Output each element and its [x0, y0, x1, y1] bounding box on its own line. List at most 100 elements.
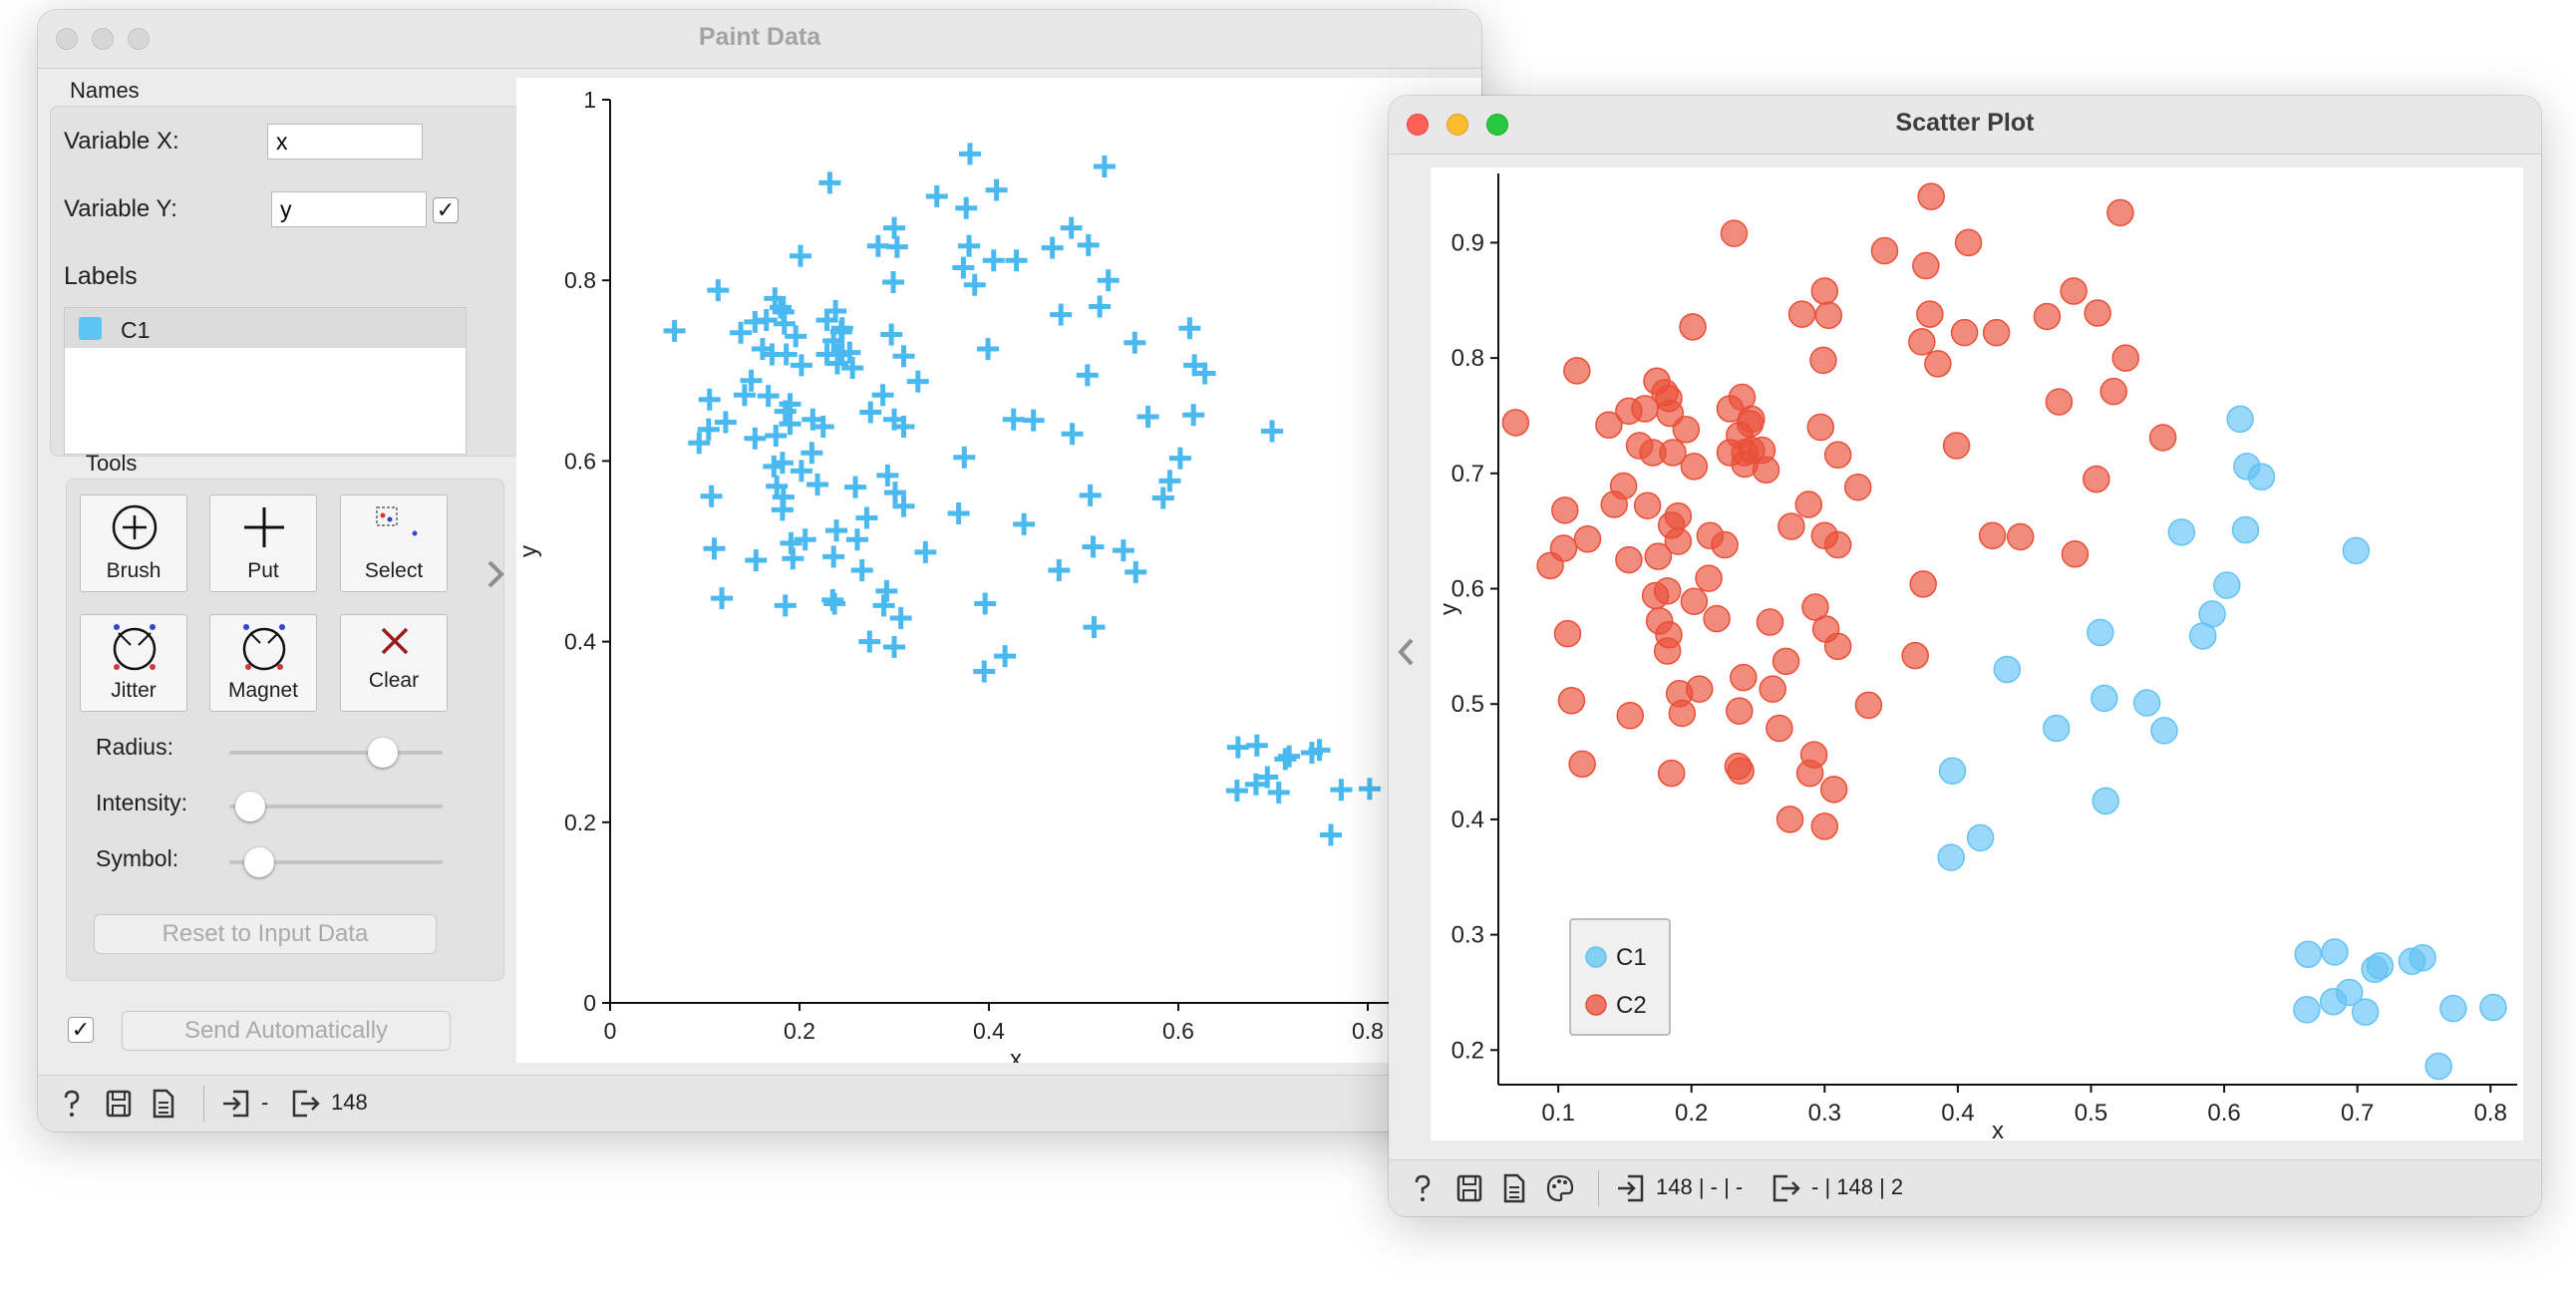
close-window-button[interactable] [56, 28, 78, 50]
symbol-label: Symbol: [96, 845, 179, 871]
radius-slider[interactable] [229, 751, 443, 755]
data-point-c2 [1775, 806, 1804, 833]
data-point-c2 [1641, 581, 1670, 610]
data-point-c2 [1950, 318, 1979, 347]
intensity-slider-knob[interactable] [235, 792, 266, 821]
help-icon[interactable] [58, 1088, 86, 1120]
data-point-c1 [1993, 655, 2022, 684]
variable-y-input[interactable] [271, 191, 427, 227]
data-point-c2 [1730, 663, 1758, 692]
data-point-c2 [1644, 542, 1673, 570]
brush-tool-button[interactable]: Brush [80, 494, 187, 592]
paint-plot-area[interactable]: 0 0.2 0.4 0.6 0.8 0 0.2 0.4 0.6 0.8 1 x y [515, 78, 1481, 1073]
painted-point [963, 273, 986, 296]
scatter-status-bar: 148 | - | - - | 148 | 2 [1389, 1159, 2541, 1216]
report-icon[interactable] [1500, 1172, 1528, 1204]
x-tick-label: 0.2 [1675, 1100, 1708, 1127]
painted-point [1097, 269, 1120, 292]
data-point-c1 [2479, 993, 2507, 1022]
palette-icon[interactable] [1544, 1172, 1576, 1204]
paint-data-window: Paint Data Names Variable X: Variable Y:… [38, 10, 1481, 1132]
data-point-c2 [1668, 699, 1697, 728]
painted-point [1358, 778, 1381, 801]
data-point-c2 [1917, 182, 1945, 210]
data-point-c2 [1672, 416, 1701, 444]
data-point-c1 [2439, 994, 2467, 1023]
data-point-c1 [2150, 717, 2178, 745]
data-point-c1 [1966, 823, 1995, 852]
painted-point [815, 309, 838, 332]
paint-scatter-chart[interactable]: 0 0.2 0.4 0.6 0.8 0 0.2 0.4 0.6 0.8 1 x y [515, 78, 1481, 1073]
data-point-c2 [1766, 714, 1793, 743]
zoom-window-button[interactable] [1486, 114, 1508, 136]
painted-point [982, 249, 1005, 272]
painted-point [1274, 748, 1297, 771]
data-point-c2 [2106, 198, 2134, 227]
input-icon [1618, 1174, 1644, 1202]
data-point-c1 [2188, 622, 2217, 650]
chevron-right-icon[interactable] [483, 554, 508, 594]
variable-x-input[interactable] [267, 124, 423, 160]
painted-point [703, 537, 726, 560]
report-icon[interactable] [150, 1088, 177, 1120]
paint-data-titlebar: Paint Data [38, 10, 1481, 69]
painted-point [740, 369, 763, 392]
magnet-tool-button[interactable]: Magnet [209, 614, 317, 712]
minimize-window-button[interactable] [92, 28, 114, 50]
data-point-c2 [1695, 564, 1723, 592]
painted-point [925, 184, 948, 207]
paint-x-tick-label: 0.4 [973, 1018, 1005, 1044]
symbol-slider-knob[interactable] [243, 847, 274, 877]
data-point-c2 [1595, 411, 1623, 439]
painted-point [782, 547, 805, 570]
symbol-slider[interactable] [229, 860, 443, 864]
variable-x-label: Variable X: [64, 128, 179, 155]
input-icon [223, 1090, 249, 1118]
painted-point [1061, 423, 1084, 446]
scatter-chart[interactable]: 0.1 0.2 0.3 0.4 0.5 0.6 0.7 0.8 0.2 0.3 0.4 0.5 0.6 0… [1431, 167, 2523, 1144]
data-point-c2 [1854, 691, 1883, 720]
painted-point [697, 418, 720, 441]
minimize-window-button[interactable] [1447, 114, 1468, 136]
painted-point [707, 279, 730, 302]
close-window-button[interactable] [1407, 114, 1429, 136]
send-automatically-button[interactable]: Send Automatically [122, 1011, 451, 1051]
clear-tool-button[interactable]: Clear [340, 614, 448, 712]
legend-label-c2: C2 [1616, 992, 1647, 1019]
data-point-c2 [1726, 697, 1754, 725]
intensity-slider[interactable] [229, 805, 443, 809]
status-output-text: 148 [331, 1090, 368, 1115]
select-tool-button[interactable]: Select [340, 494, 448, 592]
zoom-window-button[interactable] [128, 28, 150, 50]
put-tool-button[interactable]: Put [209, 494, 317, 592]
legend-label-c1: C1 [1616, 944, 1647, 971]
painted-point [859, 401, 882, 424]
data-point-c1 [2319, 987, 2348, 1016]
painted-point [765, 425, 788, 448]
window-title: Scatter Plot [1895, 109, 2035, 137]
data-point-c1 [2351, 998, 2380, 1026]
send-automatically-checkbox[interactable]: ✓ [68, 1017, 94, 1043]
reset-to-input-button[interactable]: Reset to Input Data [94, 914, 437, 954]
output-icon [1772, 1174, 1800, 1202]
save-icon[interactable] [1454, 1172, 1484, 1204]
help-icon[interactable] [1409, 1172, 1437, 1204]
paint-y-tick-label: 0 [583, 990, 596, 1016]
scatter-plot-window: Scatter Plot 0.1 0.2 0.3 0.4 0.5 0.6 0.7 0.8 0.2… [1389, 96, 2541, 1216]
legend: C1 C2 [1569, 918, 1671, 1036]
painted-point [885, 235, 908, 258]
variable-y-checkbox[interactable]: ✓ [433, 197, 459, 223]
save-icon[interactable] [104, 1088, 134, 1120]
painted-point [823, 592, 846, 615]
scatter-plot-area[interactable]: 0.1 0.2 0.3 0.4 0.5 0.6 0.7 0.8 0.2 0.3 0.4 0.5 0.6 0… [1431, 167, 2523, 1144]
painted-point [811, 415, 834, 438]
jitter-tool-label: Jitter [111, 679, 157, 702]
label-item-c1[interactable]: C1 [65, 308, 466, 348]
data-point-c2 [1563, 357, 1591, 385]
data-point-c2 [2111, 344, 2139, 372]
chevron-left-icon[interactable] [1395, 632, 1419, 672]
labels-label: Labels [64, 262, 138, 290]
magnet-icon [242, 624, 286, 671]
jitter-tool-button[interactable]: Jitter [80, 614, 187, 712]
radius-slider-knob[interactable] [368, 738, 399, 768]
